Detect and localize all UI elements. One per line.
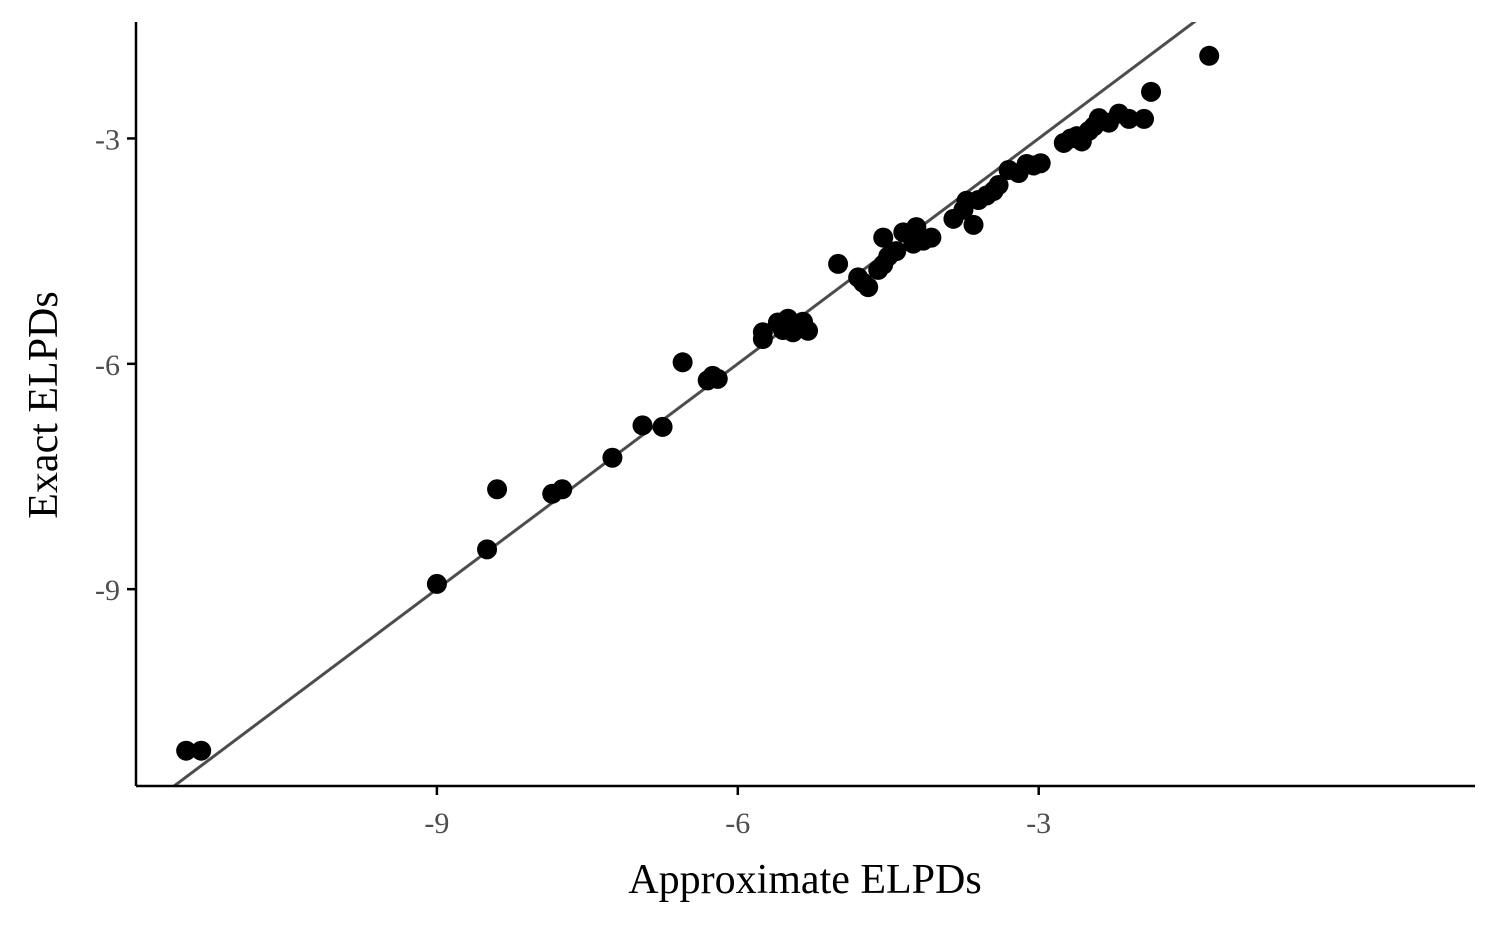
data-point-63 [1199,45,1220,66]
x-axis-title: Approximate ELPDs [628,857,981,903]
data-point-41 [963,214,984,235]
data-point-11 [672,352,693,373]
data-point-8 [602,447,623,468]
data-point-4 [477,539,498,560]
x-tick-label-1: -9 [424,807,449,840]
data-point-2 [191,740,212,761]
data-point-62 [1141,81,1162,102]
data-point-1 [176,740,197,761]
x-tick-label-3: -3 [1026,807,1051,840]
data-point-27 [858,277,879,298]
data-point-50 [1030,153,1051,174]
data-point-24 [828,253,849,274]
y-axis-title: Exact ELPDs [21,291,67,518]
data-point-45 [988,175,1009,196]
identity-reference-line [171,22,1197,786]
data-point-7 [552,479,573,500]
data-point-16 [752,329,773,350]
data-point-37 [921,227,942,248]
data-point-23 [798,320,819,341]
y-tick-label-2: -6 [95,349,120,382]
y-tick-label-3: -9 [95,574,120,607]
data-point-14 [707,368,728,389]
data-point-31 [873,227,894,248]
data-point-32 [886,241,907,262]
data-point-9 [632,415,653,436]
data-point-5 [487,479,508,500]
data-point-61 [1134,108,1155,129]
data-point-10 [652,416,673,437]
data-point-60 [1118,108,1139,129]
y-axis-ticks: -3 -6 -9 [95,123,136,607]
data-points [176,45,1220,761]
y-tick-label-1: -3 [95,123,120,156]
x-axis-ticks: -9 -6 -3 [424,786,1051,840]
data-point-3 [426,573,447,594]
x-tick-label-2: -6 [725,807,750,840]
